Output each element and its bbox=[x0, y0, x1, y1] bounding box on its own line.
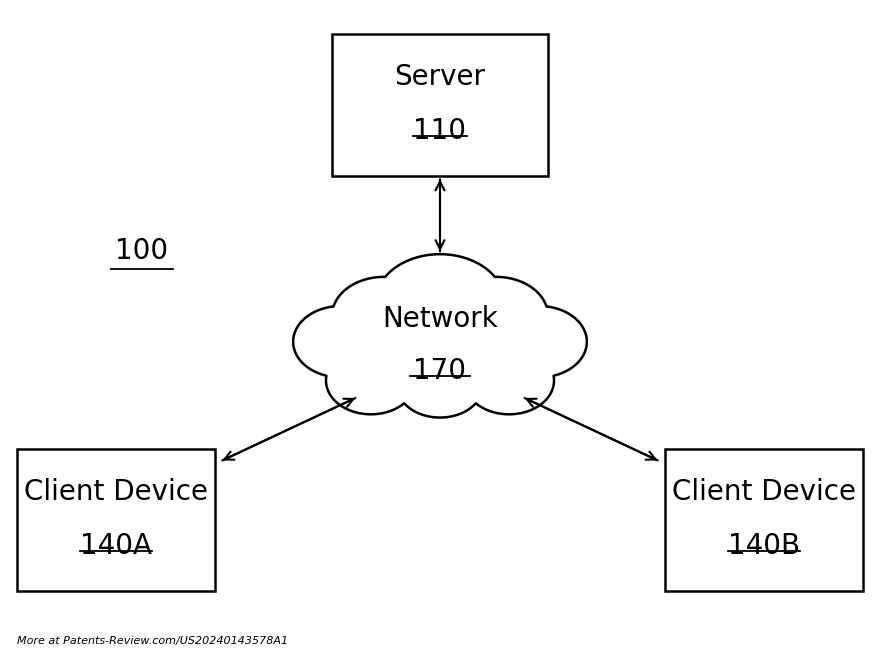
Text: More at Patents-Review.com/US20240143578A1: More at Patents-Review.com/US20240143578… bbox=[17, 637, 288, 646]
Text: 140B: 140B bbox=[728, 532, 800, 560]
Text: Client Device: Client Device bbox=[672, 478, 856, 506]
Text: Server: Server bbox=[394, 63, 486, 91]
Text: 140A: 140A bbox=[80, 532, 152, 560]
Polygon shape bbox=[293, 254, 587, 417]
Bar bbox=[664, 449, 863, 591]
Bar bbox=[332, 34, 548, 176]
Text: Client Device: Client Device bbox=[24, 478, 208, 506]
Text: 170: 170 bbox=[414, 357, 466, 385]
Text: 110: 110 bbox=[414, 117, 466, 145]
Bar bbox=[17, 449, 216, 591]
Text: 100: 100 bbox=[115, 237, 169, 265]
Text: Network: Network bbox=[382, 305, 498, 333]
